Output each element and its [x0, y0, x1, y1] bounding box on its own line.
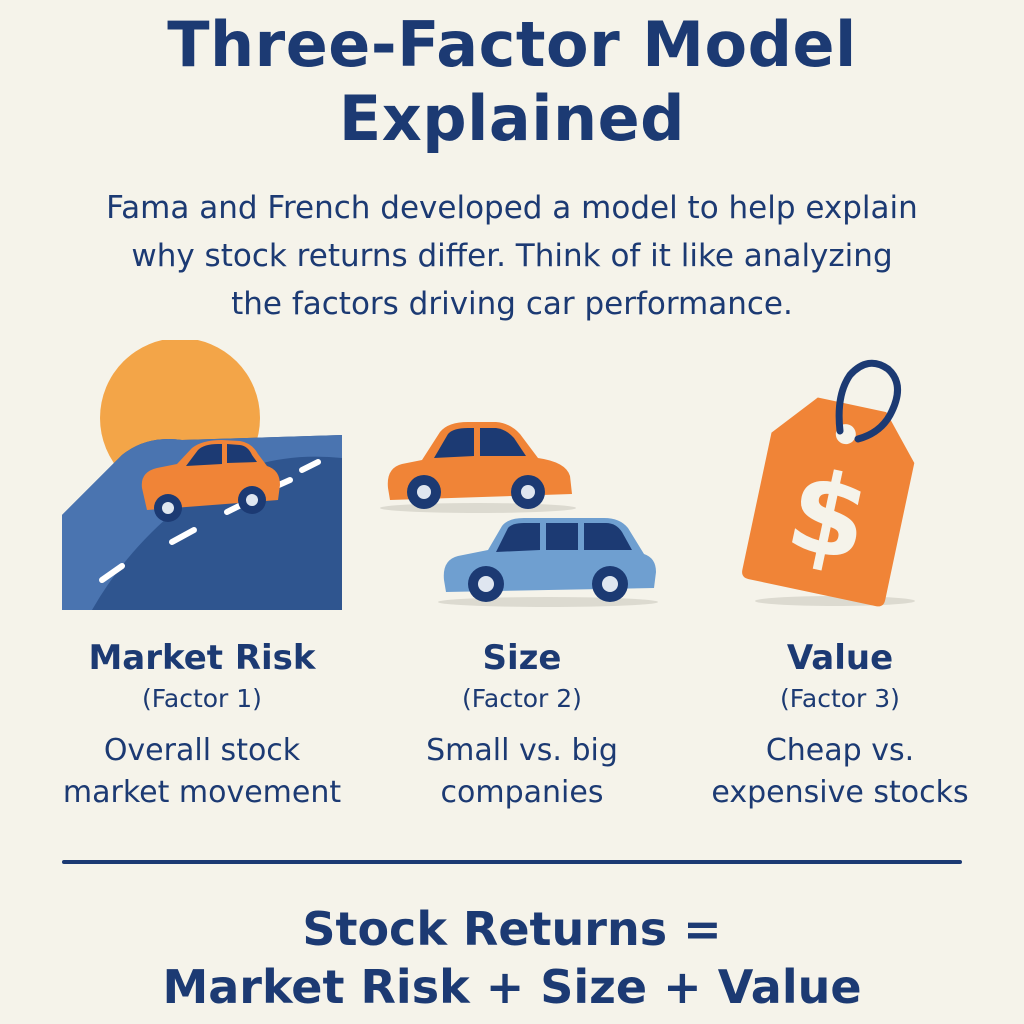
factor-description: Cheap vs. expensive stocks	[680, 730, 1000, 814]
factor-description-line-1: Cheap vs.	[765, 733, 915, 768]
factor-size: Size (Factor 2) Small vs. big companies	[362, 636, 682, 814]
factor-description-line-2: companies	[440, 775, 604, 810]
intro-line-3: the factors driving car performance.	[231, 286, 793, 322]
intro-line-2: why stock returns differ. Think of it li…	[131, 238, 893, 274]
price-tag-icon: $	[742, 359, 915, 607]
factor-number: (Factor 3)	[780, 684, 900, 713]
factor-name: Size	[482, 638, 562, 678]
orange-car	[141, 440, 280, 522]
big-blue-car	[438, 518, 658, 607]
factor-description-line-2: market movement	[62, 775, 342, 810]
factor-description: Small vs. big companies	[362, 730, 682, 814]
title-line-1: Three-Factor Model	[167, 8, 857, 81]
car-on-road-icon	[62, 340, 342, 610]
factor-number: (Factor 2)	[462, 684, 582, 713]
factor-market-risk: Market Risk (Factor 1) Overall stock mar…	[42, 636, 362, 814]
formula-line-2: Market Risk + Size + Value	[162, 960, 862, 1014]
formula-line-1: Stock Returns =	[302, 902, 722, 956]
factor-description: Overall stock market movement	[42, 730, 362, 814]
factor-description-line-1: Overall stock	[103, 733, 301, 768]
factor-name: Value	[786, 638, 894, 678]
factor-description-line-1: Small vs. big	[426, 733, 618, 768]
formula: Stock Returns = Market Risk + Size + Val…	[0, 900, 1024, 1016]
factor-name: Market Risk	[88, 638, 316, 678]
intro-text: Fama and French developed a model to hel…	[60, 184, 964, 328]
page-title: Three-Factor Model Explained	[0, 8, 1024, 156]
factor-number: (Factor 1)	[142, 684, 262, 713]
section-divider	[62, 860, 962, 864]
factor-value: Value (Factor 3) Cheap vs. expensive sto…	[680, 636, 1000, 814]
two-cars-icon	[380, 422, 658, 607]
title-line-2: Explained	[338, 82, 686, 155]
factor-description-line-2: expensive stocks	[711, 775, 969, 810]
small-orange-car	[380, 422, 576, 513]
intro-line-1: Fama and French developed a model to hel…	[106, 190, 918, 226]
tag-body	[742, 397, 915, 607]
tag-string	[835, 359, 901, 443]
